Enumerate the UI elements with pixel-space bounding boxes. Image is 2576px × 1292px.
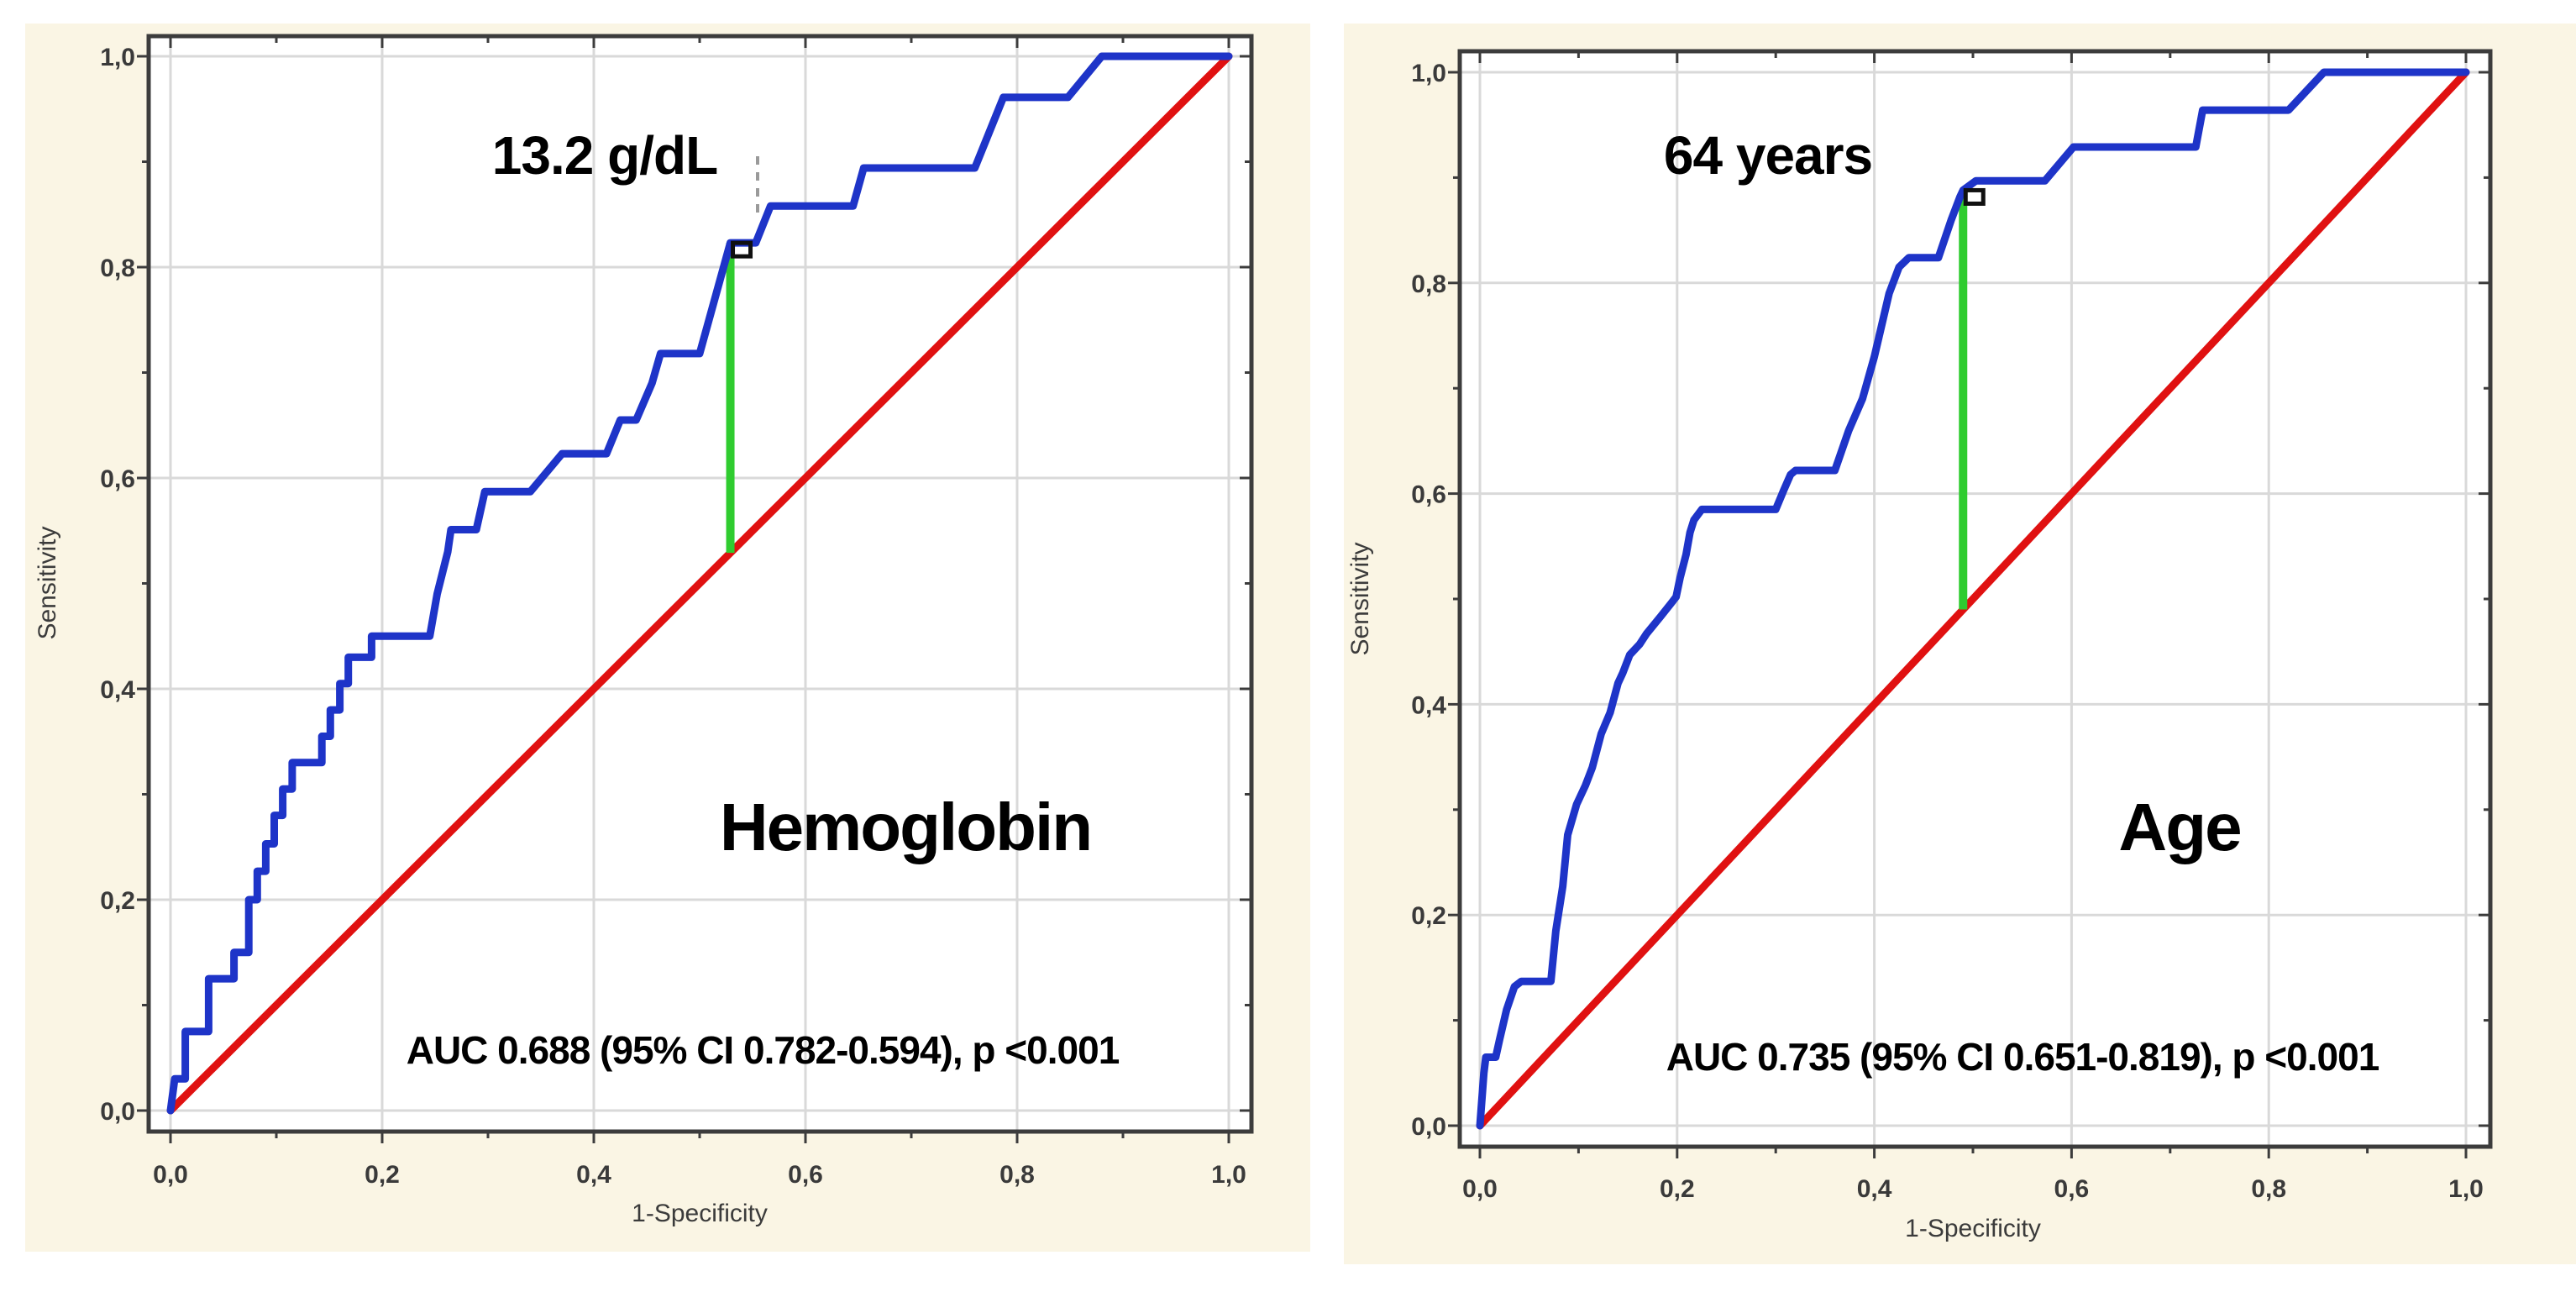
variable-name-label: Hemoglobin: [719, 790, 1093, 864]
cutoff-value-label: 64 years: [1663, 125, 1873, 186]
svg-text:1,0: 1,0: [2448, 1175, 2484, 1203]
svg-text:0,6: 0,6: [1411, 481, 1446, 509]
svg-text:0,4: 0,4: [1411, 691, 1446, 719]
auc-stat-label: AUC 0.735 (95% CI 0.651-0.819), p <0.001: [1666, 1035, 2380, 1079]
svg-text:0,6: 0,6: [2054, 1175, 2090, 1203]
svg-text:0,6: 0,6: [788, 1161, 823, 1189]
x-axis-title: 1-Specificity: [632, 1200, 768, 1227]
roc-chart-panel-age: 0,0 0,0 0,2 0,2 0,4 0,4 0,6 0,6 0,8 0,8 1,0 1,0 64 …: [1344, 24, 2576, 1264]
roc-chart-panel-hemoglobin: 0,0 0,0 0,2 0,2 0,4 0,4 0,6 0,6 0,8 0,8 1,0 1,0 13.…: [25, 24, 1310, 1252]
variable-name-label: Age: [2118, 790, 2242, 864]
svg-text:0,2: 0,2: [365, 1161, 400, 1189]
roc-plot-hemoglobin: 0,0 0,0 0,2 0,2 0,4 0,4 0,6 0,6 0,8 0,8 1,0 1,0: [100, 34, 1254, 1189]
svg-text:0,2: 0,2: [100, 887, 135, 915]
svg-text:0,4: 0,4: [576, 1161, 611, 1189]
svg-text:0,0: 0,0: [1411, 1113, 1446, 1141]
svg-text:0,8: 0,8: [2251, 1175, 2286, 1203]
svg-text:0,4: 0,4: [100, 676, 135, 704]
cutoff-value-label: 13.2 g/dL: [491, 125, 718, 186]
svg-text:1,0: 1,0: [100, 44, 135, 71]
roc-plot-age: 0,0 0,0 0,2 0,2 0,4 0,4 0,6 0,6 0,8 0,8 1,0 1,0: [1411, 49, 2493, 1203]
svg-text:0,6: 0,6: [100, 465, 135, 493]
y-axis-title: Sensitivity: [1346, 542, 1374, 656]
svg-text:1,0: 1,0: [1211, 1161, 1246, 1189]
svg-text:0,0: 0,0: [100, 1098, 135, 1126]
auc-stat-label: AUC 0.688 (95% CI 0.782-0.594), p <0.001: [406, 1028, 1120, 1072]
x-axis-title: 1-Specificity: [1905, 1215, 2041, 1242]
svg-text:0,2: 0,2: [1411, 902, 1446, 930]
svg-text:0,0: 0,0: [1462, 1175, 1498, 1203]
svg-text:1,0: 1,0: [1411, 60, 1446, 87]
svg-text:0,8: 0,8: [999, 1161, 1035, 1189]
svg-text:0,8: 0,8: [100, 255, 135, 282]
svg-text:0,0: 0,0: [153, 1161, 188, 1189]
svg-text:0,2: 0,2: [1660, 1175, 1695, 1203]
y-axis-title: Sensitivity: [34, 526, 61, 640]
svg-text:0,8: 0,8: [1411, 270, 1446, 298]
svg-text:0,4: 0,4: [1857, 1175, 1892, 1203]
